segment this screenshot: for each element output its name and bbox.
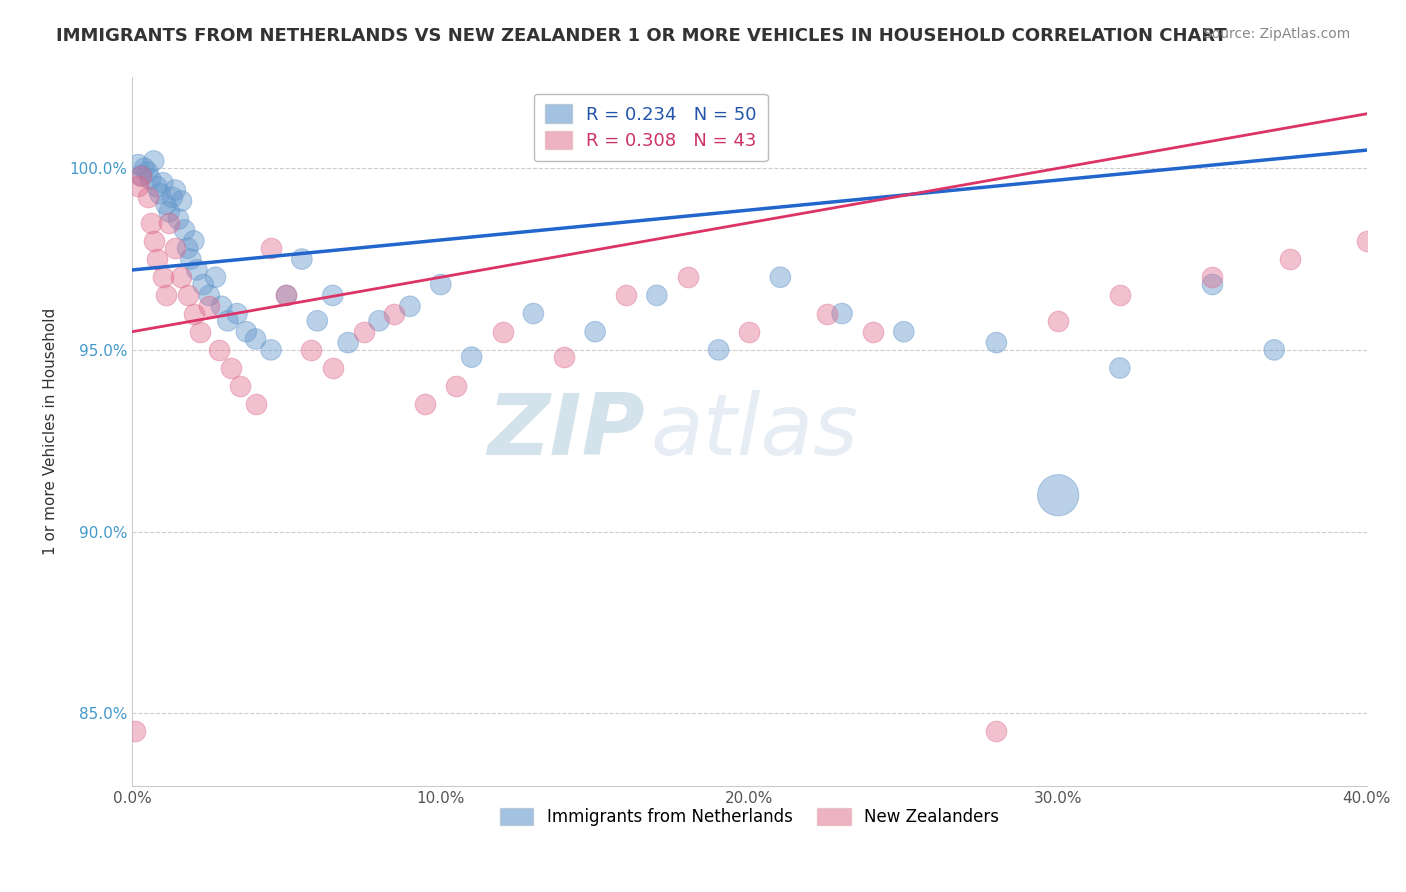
Point (131, 169, 153, 183)
Text: atlas: atlas (651, 390, 859, 473)
Point (322, 288, 344, 302)
Point (124, 724, 146, 739)
Point (165, 183, 187, 197)
Point (1386, 197, 1406, 211)
Point (986, 335, 1008, 350)
Point (399, 299, 422, 313)
Point (188, 325, 211, 339)
Point (217, 314, 239, 328)
Point (460, 350, 482, 364)
Point (1201, 277, 1223, 292)
Point (176, 288, 198, 302)
Point (173, 223, 195, 237)
Point (307, 314, 329, 328)
Point (583, 325, 606, 339)
Point (191, 277, 214, 292)
Point (170, 194, 193, 208)
Point (384, 307, 406, 321)
Point (815, 307, 838, 321)
Point (157, 216, 180, 230)
Point (207, 343, 229, 357)
Point (1355, 234, 1378, 248)
Point (127, 179, 149, 194)
Point (291, 252, 314, 266)
Point (219, 361, 242, 376)
Point (142, 234, 165, 248)
Point (1108, 361, 1130, 376)
Point (1371, 216, 1393, 230)
Point (491, 325, 513, 339)
Point (211, 299, 233, 313)
Point (1108, 288, 1130, 302)
Point (1263, 343, 1285, 357)
Point (245, 332, 267, 346)
Point (134, 161, 156, 176)
Point (831, 307, 853, 321)
Point (986, 724, 1008, 739)
Point (553, 350, 575, 364)
Point (198, 299, 221, 313)
Point (893, 325, 915, 339)
Point (204, 270, 226, 285)
Point (235, 325, 257, 339)
Point (676, 270, 699, 285)
Point (444, 379, 467, 393)
Point (186, 263, 208, 277)
Point (198, 288, 221, 302)
Point (142, 153, 165, 168)
Point (183, 307, 205, 321)
Point (152, 176, 174, 190)
Point (322, 361, 344, 376)
Point (645, 288, 668, 302)
Point (139, 172, 162, 186)
Point (155, 288, 177, 302)
Point (136, 165, 159, 179)
Point (276, 288, 298, 302)
Text: ZIP: ZIP (486, 390, 644, 473)
Point (1278, 252, 1301, 266)
Point (614, 288, 637, 302)
Text: IMMIGRANTS FROM NETHERLANDS VS NEW ZEALANDER 1 OR MORE VEHICLES IN HOUSEHOLD COR: IMMIGRANTS FROM NETHERLANDS VS NEW ZEALA… (56, 27, 1227, 45)
Point (862, 325, 884, 339)
Point (226, 307, 249, 321)
Point (180, 252, 202, 266)
Point (139, 216, 162, 230)
Point (1047, 314, 1070, 328)
Legend: Immigrants from Netherlands, New Zealanders: Immigrants from Netherlands, New Zealand… (492, 799, 1007, 834)
Point (337, 335, 360, 350)
Point (183, 234, 205, 248)
Point (245, 397, 267, 411)
Point (170, 270, 193, 285)
Point (149, 186, 172, 201)
Point (160, 190, 183, 204)
Point (176, 241, 198, 255)
Point (167, 212, 190, 227)
Point (769, 270, 792, 285)
Point (131, 169, 153, 183)
Point (229, 379, 252, 393)
Point (260, 343, 283, 357)
Point (146, 179, 169, 194)
Point (165, 241, 187, 255)
Point (127, 158, 149, 172)
Point (157, 204, 180, 219)
Point (276, 288, 298, 302)
Point (1201, 270, 1223, 285)
Point (299, 343, 322, 357)
Point (136, 190, 159, 204)
Y-axis label: 1 or more Vehicles in Household: 1 or more Vehicles in Household (44, 308, 58, 555)
Point (152, 270, 174, 285)
Point (415, 397, 437, 411)
Point (368, 314, 391, 328)
Text: Source: ZipAtlas.com: Source: ZipAtlas.com (1202, 27, 1350, 41)
Point (155, 197, 177, 211)
Point (707, 343, 730, 357)
Point (353, 325, 375, 339)
Point (260, 241, 283, 255)
Point (522, 307, 544, 321)
Point (1047, 488, 1070, 502)
Point (146, 252, 169, 266)
Point (429, 277, 451, 292)
Point (738, 325, 761, 339)
